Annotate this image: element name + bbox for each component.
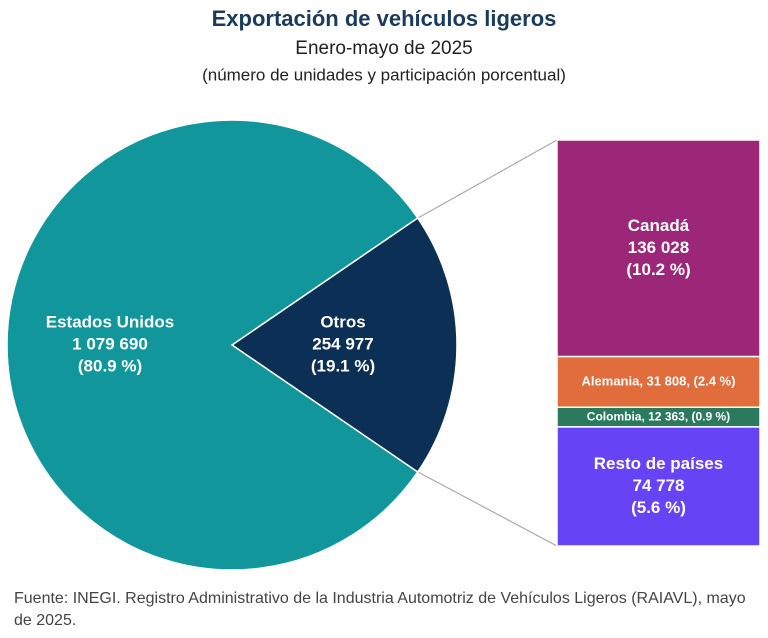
connector [417,139,558,219]
data-label: 74 778 [633,476,685,495]
bar-segment [556,355,761,408]
bar-segment [556,139,761,358]
data-label: (10.2 %) [626,260,690,279]
data-label: Estados Unidos [46,312,174,331]
data-label: 254 977 [312,334,373,353]
pie-slice [230,216,458,474]
chart: Exportación de vehículos ligeros Enero-m… [6,6,761,571]
chart-title: Exportación de vehículos ligeros [212,6,557,31]
data-label: Resto de países [594,454,723,473]
data-label: (5.6 %) [631,498,686,517]
connector [417,471,558,547]
data-label: (80.9 %) [78,356,142,375]
pie-slice [6,119,419,571]
chart-note: (número de unidades y participación porc… [202,65,566,84]
data-label: Colombia, 12 363, (0.9 %) [587,409,730,423]
data-label: 136 028 [628,238,689,257]
data-label: Otros [320,312,365,331]
chart-subtitle: Enero-mayo de 2025 [295,38,472,59]
data-label: Canadá [628,216,690,235]
data-label: Alemania, 31 808, (2.4 %) [582,373,736,388]
data-label: 1 079 690 [72,334,148,353]
bar-segment [556,426,761,547]
data-label: (19.1 %) [311,356,375,375]
source: Fuente: INEGI. Registro Administrativo d… [14,590,746,629]
